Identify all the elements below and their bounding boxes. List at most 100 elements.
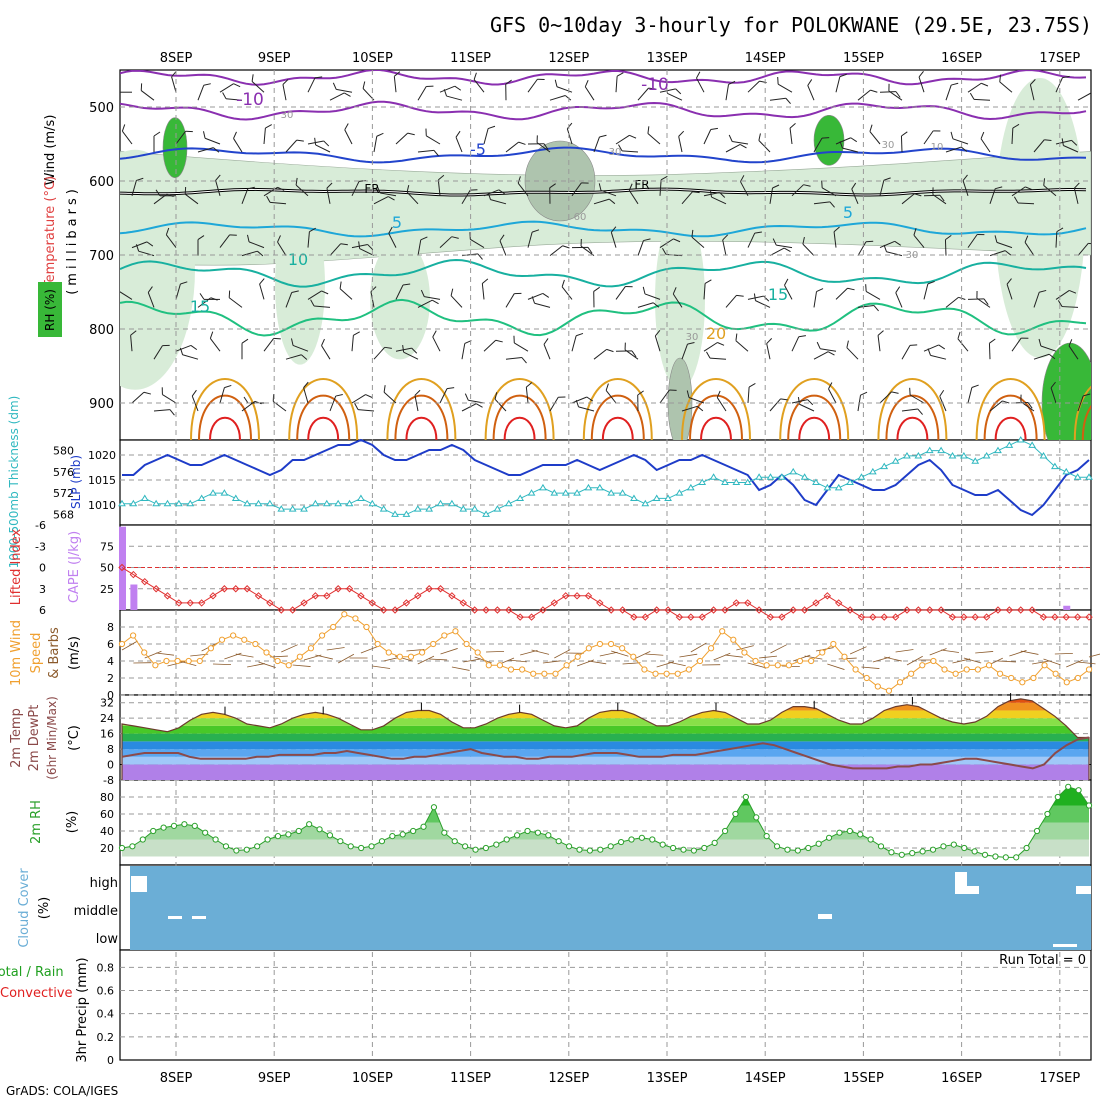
barb-staff	[263, 128, 266, 145]
wind-speed-line-point	[685, 666, 692, 673]
wind-barb	[615, 285, 633, 300]
wind-speed-line-point	[374, 640, 381, 648]
wind-barb	[219, 384, 232, 404]
barb-staff	[285, 139, 298, 153]
barb-staff	[351, 244, 368, 249]
lifted-index-line-point	[573, 592, 581, 600]
thickness-line-point	[539, 483, 547, 491]
temp2m-label-4: (°C)	[67, 725, 82, 751]
wind-barb	[179, 347, 199, 360]
barb-flag	[833, 226, 840, 233]
wind-speed-line-point	[908, 670, 915, 677]
wind-barb	[417, 85, 434, 101]
wind-speed-line-point	[730, 636, 737, 643]
surface-barb	[247, 663, 265, 668]
surface-barb-staff	[247, 663, 265, 668]
wind-barb	[888, 83, 903, 101]
barb-staff	[605, 390, 617, 404]
wind-barb	[637, 87, 656, 101]
surface-barb	[417, 655, 435, 665]
barb-staff	[171, 76, 177, 93]
barb-flag	[581, 182, 589, 184]
wind-barb	[659, 389, 677, 404]
precip-ytick: 0.4	[97, 1008, 115, 1021]
barb-flag	[816, 341, 821, 349]
barb-staff	[351, 394, 366, 404]
lifted-index-line-point	[505, 606, 513, 614]
wind-barb	[835, 73, 847, 93]
barb-staff	[869, 131, 881, 145]
barb-flag	[662, 247, 667, 255]
barb-staff	[461, 343, 466, 360]
precip-ytick: 0.8	[97, 961, 115, 974]
surface-barb	[554, 649, 571, 659]
wind-barb	[351, 331, 360, 352]
barb-staff	[1033, 139, 1045, 153]
lifted-index-line-point	[448, 592, 456, 600]
barb-flag	[873, 305, 879, 312]
lifted-index-line-point	[470, 606, 479, 614]
surface-barb-staff	[292, 664, 311, 667]
surface-barb	[486, 650, 505, 653]
barb-staff	[980, 138, 991, 153]
barb-staff	[755, 300, 771, 308]
barb-staff	[901, 345, 911, 360]
wind-barb	[900, 131, 908, 153]
wind-barb	[691, 229, 705, 248]
barb-staff	[439, 85, 456, 93]
barb-staff	[615, 286, 626, 300]
wind-barb	[121, 124, 133, 145]
barb-staff	[681, 191, 693, 205]
barb-flag	[869, 124, 873, 132]
rh2m-line-point	[462, 843, 469, 850]
rh2m-line-point	[867, 836, 874, 843]
thickness-line-point	[186, 499, 195, 507]
wind-barb	[566, 122, 573, 145]
wind-barb	[821, 180, 837, 197]
wind-barb	[219, 83, 241, 93]
barb-staff	[209, 338, 221, 352]
barb-flag	[827, 351, 835, 356]
thickness-line-point	[618, 489, 627, 496]
wind10m-label-4: (m/s)	[67, 636, 82, 670]
wind-barb	[839, 141, 859, 153]
wind-speed-line-point	[207, 645, 215, 652]
barb-flag	[608, 198, 616, 205]
surface-barb	[690, 642, 707, 653]
wind-barb	[473, 72, 485, 93]
barb-staff	[417, 86, 427, 101]
barb-flag	[265, 124, 272, 129]
barb-flag	[772, 238, 777, 246]
temp-band	[122, 764, 1089, 780]
barb-staff	[184, 193, 199, 205]
wind-barb	[610, 226, 617, 248]
barb-staff	[833, 231, 837, 248]
barb-staff	[329, 243, 342, 256]
barb-flag	[171, 70, 177, 78]
barb-staff	[989, 188, 996, 204]
warm-contour	[1081, 405, 1091, 440]
lifted-index-line-point	[709, 606, 718, 614]
surface-barb	[645, 653, 664, 656]
thickness-line-point	[1050, 462, 1059, 470]
barb-flag	[233, 83, 241, 88]
isotherm--5	[120, 146, 1087, 164]
lifted-index-line-point	[766, 613, 775, 621]
rh2m-line-point	[514, 832, 521, 839]
wind-barb	[1006, 278, 1013, 300]
barb-staff	[681, 343, 688, 360]
wind-barb	[807, 79, 815, 101]
rh2m-line-point	[337, 838, 344, 845]
warm-contour	[885, 394, 940, 440]
barb-flag	[531, 229, 540, 233]
rh2m-line-point	[753, 814, 760, 821]
wind-barb	[1061, 138, 1079, 153]
wind-speed-line-point	[296, 653, 303, 660]
surface-barb-staff	[747, 662, 766, 669]
barb-flag	[709, 189, 712, 198]
barb-flag	[224, 384, 232, 389]
wind-speed-line-point	[185, 657, 192, 665]
barb-staff	[329, 395, 337, 412]
surface-barb-staff	[599, 651, 618, 657]
lifted-index-line-point	[857, 613, 866, 621]
